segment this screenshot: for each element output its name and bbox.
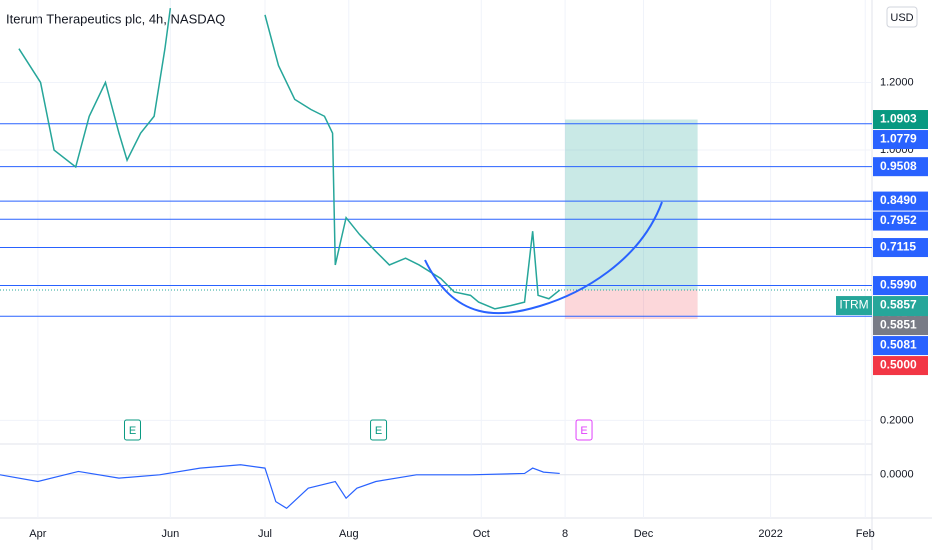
level-label-box	[873, 130, 928, 150]
profit-zone	[565, 119, 698, 291]
level-label: 0.5851	[880, 318, 917, 332]
earnings-label: E	[580, 425, 587, 437]
currency: USD	[890, 12, 913, 24]
x-tick-label: Dec	[634, 528, 654, 540]
level-label: 0.7115	[880, 240, 916, 254]
level-label: 0.9508	[880, 159, 917, 173]
x-tick-label: Feb	[856, 528, 875, 540]
plot: Apr Jun Jul Aug Oct 8 Dec 2022 Feb1.20001.00000.…	[0, 0, 928, 540]
earnings-label: E	[375, 425, 382, 437]
x-tick-label: 8	[562, 528, 568, 540]
level-label: 0.7952	[880, 213, 917, 227]
macd-line	[0, 464, 560, 510]
earnings-marker	[123, 419, 141, 441]
earnings-marker	[575, 419, 593, 441]
level-label-box	[873, 316, 928, 336]
level-label: 0.5857	[880, 298, 917, 312]
level-label: 0.5000	[880, 358, 917, 372]
loss-zone	[565, 290, 698, 320]
y-tick-label: 1.2000	[880, 76, 914, 88]
level-label-box	[873, 356, 928, 376]
level-label-box	[873, 191, 928, 211]
earnings-marker	[370, 419, 388, 441]
macd-tick-label: 0.0000	[880, 469, 914, 481]
symbol-label: ITRM	[839, 298, 868, 312]
x-tick-label: Jun	[161, 528, 179, 540]
level-label-box	[873, 336, 928, 356]
level-label: 1.0903	[880, 112, 917, 126]
price-line	[18, 8, 172, 169]
level-label: 0.8490	[880, 193, 917, 207]
y-tick-label: 0.2000	[880, 414, 914, 426]
level-label-box	[873, 276, 928, 296]
chart-title: Iterum Therapeutics plc, 4h, NASDAQ	[6, 11, 225, 26]
level-label: 0.5081	[880, 338, 917, 352]
level-label: 1.0779	[880, 132, 917, 146]
x-tick-label: Oct	[473, 528, 490, 540]
level-label-box	[873, 157, 928, 177]
symbol-label-box	[836, 296, 872, 316]
level-label-box	[873, 238, 928, 258]
price-line	[264, 14, 561, 310]
x-tick-label: Apr	[29, 528, 46, 540]
x-tick-label: Aug	[339, 528, 359, 540]
cup-drawing	[424, 201, 663, 315]
x-tick-label: 2022	[758, 528, 782, 540]
currency-box[interactable]	[886, 6, 918, 28]
level-label-box	[873, 211, 928, 231]
level-label: 0.5990	[880, 278, 917, 292]
earnings-label: E	[129, 425, 136, 437]
x-tick-label: Jul	[258, 528, 272, 540]
level-label-box	[873, 110, 928, 130]
